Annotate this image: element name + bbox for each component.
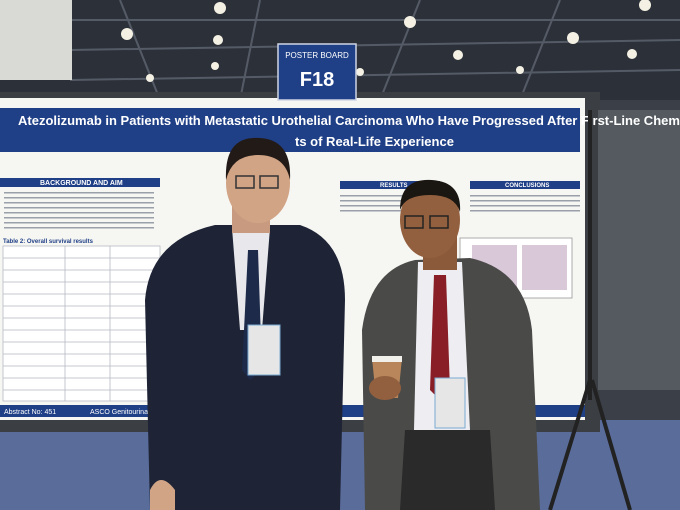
sign-code: F18 (300, 69, 334, 91)
poster-title: ts of Real-Life Experience (295, 134, 454, 149)
poster-footer-text: ASCO Genitourinary Cancers (90, 409, 182, 416)
poster-board-sign (277, 43, 357, 101)
section-bar (340, 181, 440, 189)
section-bar (470, 181, 580, 189)
wall (0, 0, 72, 80)
poster-footer-text: Abstract No: 451 (4, 409, 56, 416)
section-header: CONCLUSIONS (505, 183, 549, 189)
section-bar (0, 178, 160, 187)
person-left (145, 137, 345, 510)
poster-title-bar (0, 108, 580, 152)
poster-table (2, 245, 161, 402)
easel (548, 110, 632, 510)
side-panel (598, 110, 680, 390)
poster-title: Atezolizumab in Patients with Metastatic… (18, 113, 680, 128)
section-header: BACKGROUND AND AIM (40, 180, 123, 187)
person-right (362, 179, 540, 510)
table-title: Table 2: Overall survival results (3, 239, 94, 245)
poster-text-lines (4, 192, 580, 229)
poster-figure-panel (522, 245, 567, 290)
ceiling-truss (69, 0, 680, 101)
sign-label: POSTER BOARD (285, 51, 349, 60)
section-header: RESULTS (380, 183, 408, 189)
ceiling-lights (121, 0, 651, 82)
